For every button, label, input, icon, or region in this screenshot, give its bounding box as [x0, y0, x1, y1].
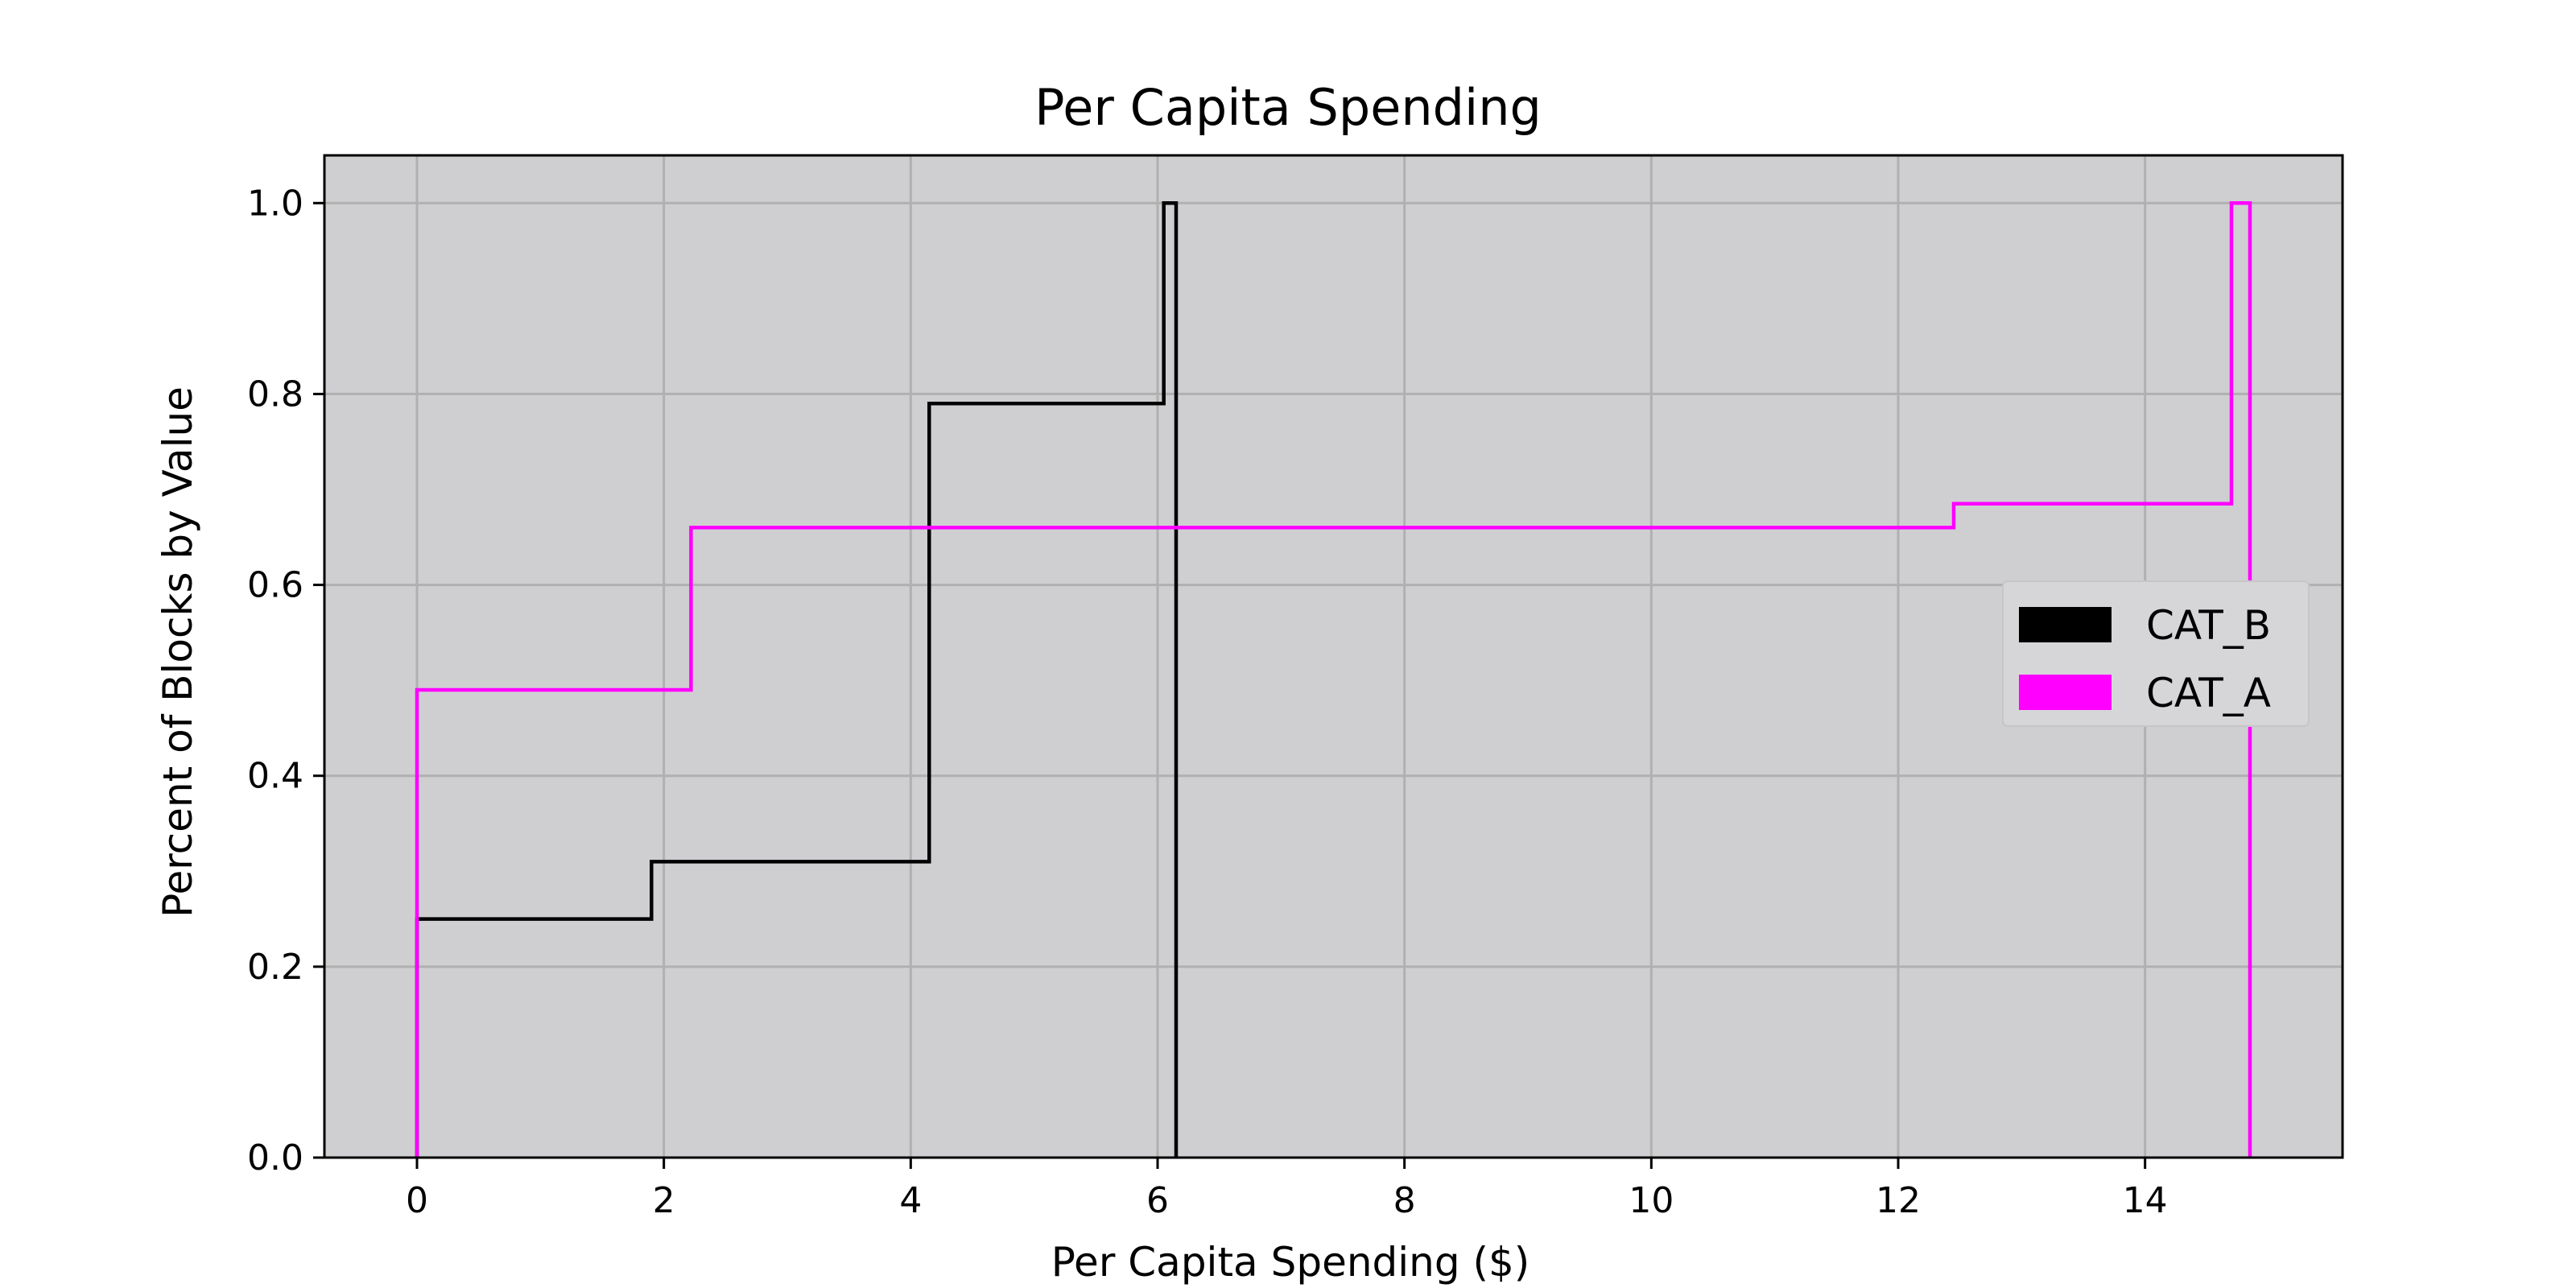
x-tick-label: 14	[2123, 1180, 2168, 1221]
plot-frame	[323, 154, 2344, 1159]
y-tick-label: 0.2	[247, 947, 303, 988]
y-axis-ticks: 0.0 0.2 0.4 0.6 0.8 1.0	[247, 183, 324, 1179]
x-tick-label: 8	[1393, 1180, 1416, 1221]
x-tick-label: 6	[1146, 1180, 1169, 1221]
series-line-cat-a	[415, 201, 2252, 1158]
series-line-cat-b	[415, 201, 1179, 1158]
legend-label: CAT_A	[2146, 670, 2271, 716]
legend-swatch	[2019, 675, 2112, 710]
legend-swatch	[2019, 607, 2112, 642]
y-axis-label: Percent of Blocks by Value	[155, 386, 201, 918]
legend-label: CAT_B	[2146, 602, 2271, 649]
legend: CAT_B CAT_A	[2002, 580, 2310, 727]
x-tick-label: 2	[653, 1180, 675, 1221]
x-tick-label: 4	[899, 1180, 922, 1221]
x-axis-ticks: 0 2 4 6 8 10 12 14	[406, 1158, 2168, 1221]
chart-title: Per Capita Spending	[1034, 78, 1542, 137]
y-tick-label: 1.0	[247, 183, 303, 224]
x-tick-label: 12	[1876, 1180, 1921, 1221]
x-tick-label: 10	[1629, 1180, 1674, 1221]
x-tick-label: 0	[406, 1180, 428, 1221]
x-axis-label: Per Capita Spending ($)	[1051, 1239, 1530, 1286]
y-tick-label: 0.4	[247, 756, 303, 797]
y-tick-label: 0.6	[247, 565, 303, 606]
y-tick-label: 0.8	[247, 374, 303, 415]
y-tick-label: 0.0	[247, 1137, 303, 1179]
series-layer	[415, 201, 2252, 1158]
